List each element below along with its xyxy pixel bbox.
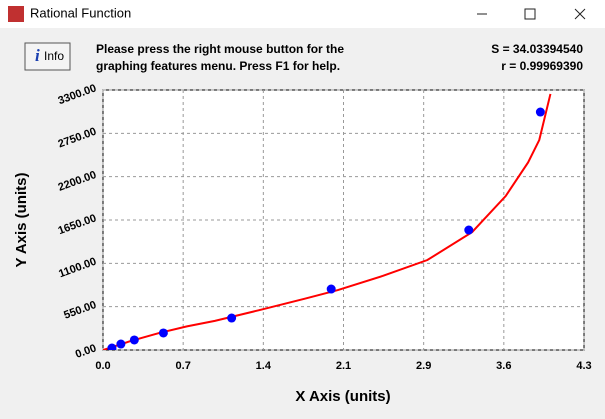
y-tick-label: 0.00 bbox=[74, 342, 98, 361]
x-tick-label: 0.0 bbox=[95, 360, 110, 372]
message-line: Please press the right mouse button for … bbox=[96, 42, 344, 56]
data-point bbox=[107, 343, 117, 350]
data-point bbox=[464, 225, 474, 235]
info-icon[interactable]: i bbox=[35, 46, 40, 65]
stat: r = 0.99969390 bbox=[501, 59, 583, 73]
x-axis-label: X Axis (units) bbox=[295, 388, 390, 405]
data-point bbox=[129, 335, 139, 345]
close[interactable] bbox=[574, 8, 586, 20]
info-button-frame[interactable] bbox=[24, 42, 71, 71]
message-line: graphing features menu. Press F1 for hel… bbox=[96, 59, 340, 73]
data-point bbox=[116, 339, 126, 349]
y-axis-label: Y Axis (units) bbox=[13, 172, 30, 267]
window-title: Rational Function bbox=[30, 5, 131, 20]
x-tick-label: 1.4 bbox=[256, 360, 272, 372]
info-button[interactable]: i Info bbox=[24, 42, 71, 71]
x-tick-label: 4.3 bbox=[576, 360, 591, 372]
data-point bbox=[158, 328, 168, 338]
stat: S = 34.03394540 bbox=[491, 42, 583, 56]
maximize[interactable] bbox=[524, 8, 536, 20]
info-label[interactable]: Info bbox=[44, 49, 64, 63]
app-icon bbox=[8, 6, 24, 22]
x-tick-label: 3.6 bbox=[496, 360, 511, 372]
title-bar bbox=[0, 0, 605, 28]
fit-curve bbox=[103, 93, 552, 350]
x-tick-label: 2.1 bbox=[336, 360, 351, 372]
y-tick-label: 550.00 bbox=[62, 299, 98, 322]
data-point bbox=[535, 107, 545, 117]
y-tick-label: 1650.00 bbox=[57, 212, 98, 237]
data-point bbox=[326, 284, 336, 294]
y-tick-label: 3300.00 bbox=[57, 82, 98, 107]
x-tick-label: 0.7 bbox=[176, 360, 191, 372]
data-point bbox=[227, 313, 237, 323]
y-tick-label: 1100.00 bbox=[57, 256, 98, 281]
y-tick-label: 2200.00 bbox=[57, 169, 98, 194]
y-tick-label: 2750.00 bbox=[57, 126, 98, 151]
x-tick-label: 2.9 bbox=[416, 360, 431, 372]
